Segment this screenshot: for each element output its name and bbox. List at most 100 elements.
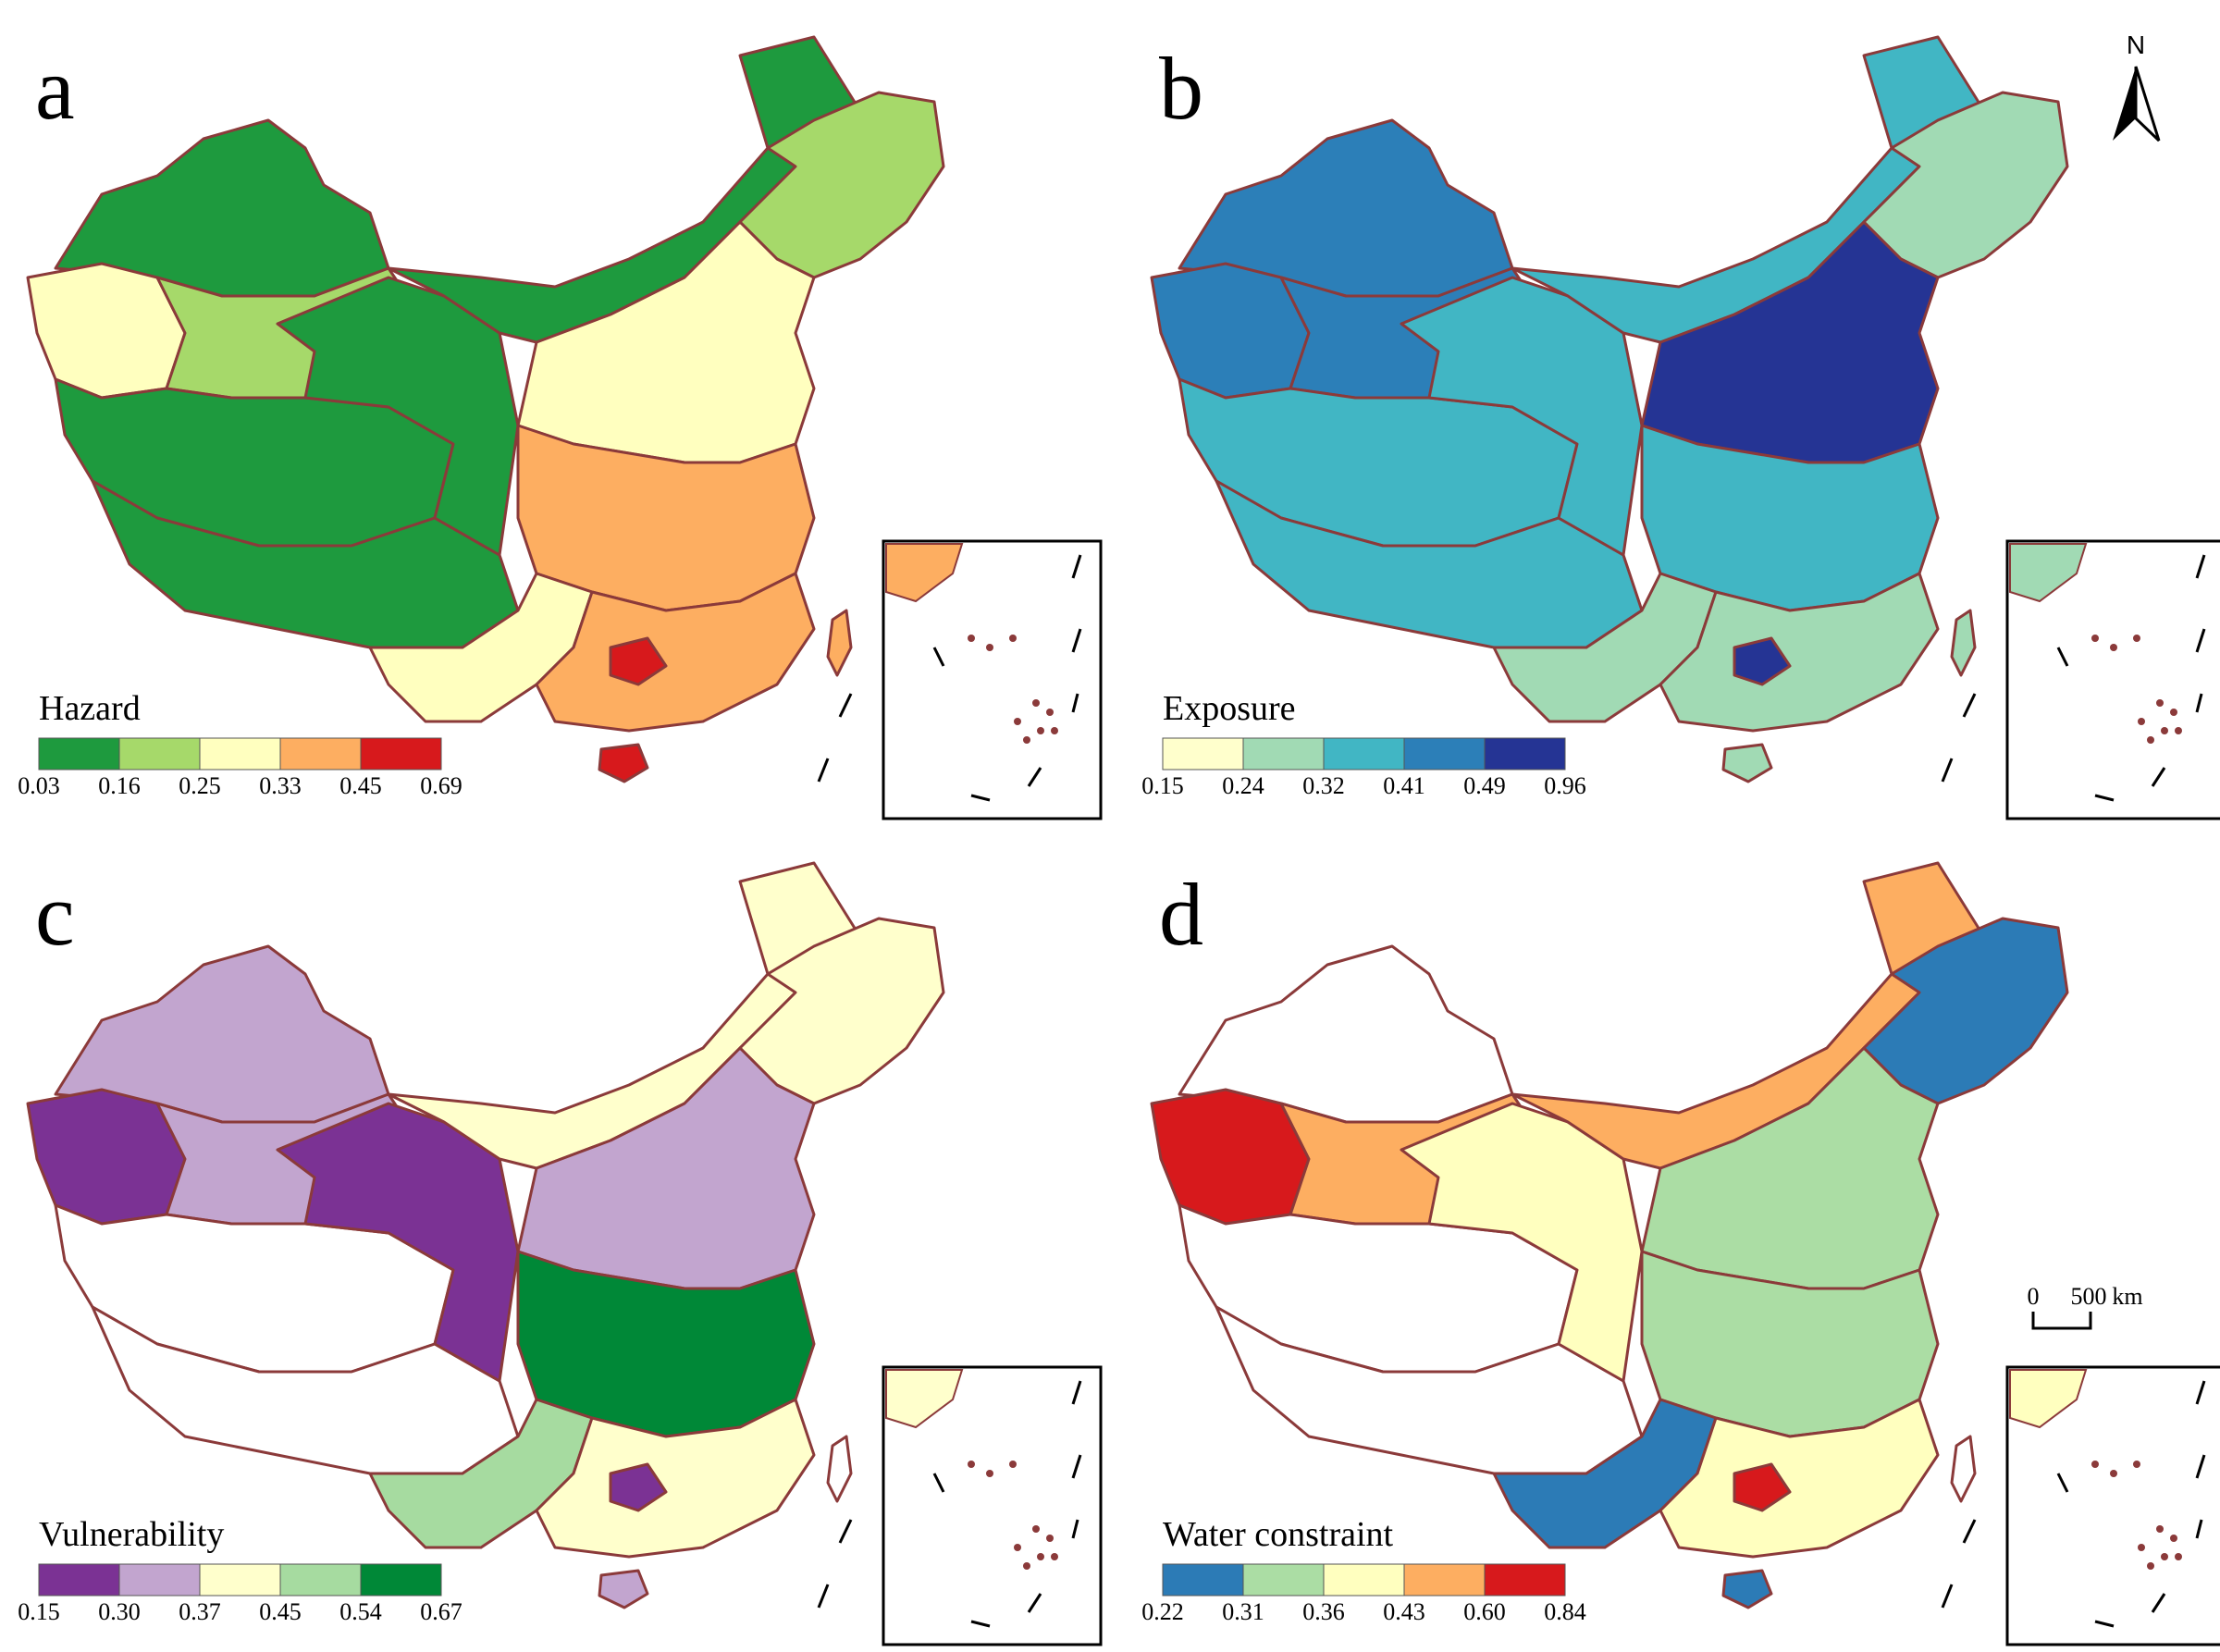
inset-nine-dash xyxy=(1071,693,1079,713)
legend-swatch-a-4 xyxy=(360,737,442,771)
inset-nine-dash xyxy=(2056,1473,2069,1493)
legend-break-d-2: 0.36 xyxy=(1302,1598,1345,1625)
inset-nine-dash xyxy=(1071,1380,1082,1405)
legend-swatch-b-4 xyxy=(1484,737,1566,771)
region-hotspot xyxy=(1733,1462,1792,1512)
inset-island xyxy=(2170,1535,2177,1542)
inset-nine-dash xyxy=(2195,554,2206,579)
inset-nine-dash xyxy=(2094,1620,2115,1628)
legend-break-c-0: 0.15 xyxy=(18,1598,60,1625)
inset-island xyxy=(1014,1544,1021,1551)
panel-letter-b: b xyxy=(1159,39,1203,138)
legend-swatch-c-1 xyxy=(118,1563,201,1597)
legend-break-d-1: 0.31 xyxy=(1222,1598,1264,1625)
south-china-sea-inset-a xyxy=(882,539,1103,820)
legend-swatch-c-3 xyxy=(279,1563,362,1597)
scale-bar-unit-label: km xyxy=(2112,1283,2142,1310)
inset-island xyxy=(2161,727,2168,734)
legend-title-d: Water constraint xyxy=(1163,1515,1394,1554)
inset-nine-dash xyxy=(2195,693,2203,713)
inset-nine-dash xyxy=(1027,1593,1042,1613)
legend-swatch-d-1 xyxy=(1242,1563,1325,1597)
legend-break-c-4: 0.54 xyxy=(339,1598,382,1625)
region-northeast xyxy=(738,917,945,1105)
legend-break-b-1: 0.24 xyxy=(1222,772,1264,799)
legend-break-c-2: 0.37 xyxy=(179,1598,221,1625)
north-arrow-right-half-icon xyxy=(2134,66,2161,142)
legend-swatch-c-2 xyxy=(199,1563,281,1597)
inset-nine-dash xyxy=(1071,628,1082,653)
inset-island xyxy=(2133,1461,2140,1468)
legend-swatch-a-2 xyxy=(199,737,281,771)
inset-island xyxy=(1037,1553,1044,1560)
map-panel-c: c Vulnerability 0.15 0.30 0.37 0.45 0.54 0.67 xyxy=(18,861,1103,1646)
inset-nine-dash xyxy=(2195,1519,2203,1539)
region-hainan xyxy=(598,1569,649,1609)
south-china-sea-inset-b xyxy=(2005,539,2220,820)
legend-break-c-5: 0.67 xyxy=(420,1598,462,1625)
map-panel-a: a Hazard 0.03 0.16 0.25 0.33 0.45 0.69 xyxy=(18,35,1103,820)
legend-break-a-3: 0.33 xyxy=(259,772,302,799)
legend-swatch-c-4 xyxy=(360,1563,442,1597)
legend-c: Vulnerability 0.15 0.30 0.37 0.45 0.54 0.67 xyxy=(18,1515,462,1625)
inset-island xyxy=(2156,1525,2164,1533)
inset-nine-dash xyxy=(2195,628,2206,653)
china-map-b xyxy=(1150,35,2069,783)
inset-island xyxy=(1046,709,1054,716)
legend-d: Water constraint 0.22 0.31 0.36 0.43 0.60 0.84 xyxy=(1141,1515,1586,1625)
inset-island xyxy=(1046,1535,1054,1542)
scale-bar-start-label: 0 xyxy=(2028,1283,2040,1310)
legend-swatch-b-3 xyxy=(1403,737,1486,771)
legend-swatch-d-2 xyxy=(1323,1563,1405,1597)
north-arrow-left-half-icon xyxy=(2113,67,2136,141)
legend-title-c: Vulnerability xyxy=(39,1515,224,1554)
north-arrow-label: N xyxy=(2127,31,2145,59)
inset-island xyxy=(2161,1553,2168,1560)
inset-nine-dash xyxy=(1071,1454,1082,1479)
inset-island xyxy=(968,635,975,642)
legend-swatch-b-1 xyxy=(1242,737,1325,771)
map-panel-d: d Water constraint 0.22 0.31 0.36 0.43 0.60 0.8… xyxy=(1141,861,2220,1646)
inset-nine-dash xyxy=(2195,1380,2206,1405)
legend-break-d-4: 0.60 xyxy=(1463,1598,1506,1625)
legend-break-a-1: 0.16 xyxy=(98,772,141,799)
nine-dash-segment xyxy=(1962,1519,1977,1544)
nine-dash-segment xyxy=(817,758,830,783)
inset-nine-dash xyxy=(1071,554,1082,579)
panel-letter-c: c xyxy=(35,865,75,964)
inset-nine-dash xyxy=(2151,1593,2166,1613)
nine-dash-segment xyxy=(1941,1584,1954,1609)
inset-nine-dash xyxy=(2151,767,2166,787)
legend-b: Exposure 0.15 0.24 0.32 0.41 0.49 0.96 xyxy=(1141,689,1586,799)
inset-island xyxy=(2138,718,2145,725)
legend-break-b-5: 0.96 xyxy=(1544,772,1586,799)
scale-bar-end-label: 500 xyxy=(2071,1283,2107,1310)
region-taiwan xyxy=(1950,609,1977,677)
region-south xyxy=(535,1398,816,1559)
legend-swatch-d-4 xyxy=(1484,1563,1566,1597)
inset-island xyxy=(1009,635,1017,642)
legend-break-a-0: 0.03 xyxy=(18,772,60,799)
inset-nine-dash xyxy=(970,794,991,802)
scale-bar-line xyxy=(2031,1312,2092,1330)
inset-nine-dash xyxy=(932,647,945,667)
legend-break-d-0: 0.22 xyxy=(1141,1598,1184,1625)
inset-nine-dash xyxy=(2094,794,2115,802)
legend-break-b-0: 0.15 xyxy=(1141,772,1184,799)
region-northeast xyxy=(1862,91,2069,279)
region-taiwan xyxy=(826,1435,853,1503)
inset-nine-dash xyxy=(2195,1454,2206,1479)
legend-a: Hazard 0.03 0.16 0.25 0.33 0.45 0.69 xyxy=(18,689,462,799)
inset-nine-dash xyxy=(932,1473,945,1493)
nine-dash-segment xyxy=(1962,693,1977,718)
inset-island xyxy=(1051,727,1058,734)
inset-nine-dash xyxy=(970,1620,991,1628)
inset-coast xyxy=(885,1369,964,1429)
china-map-c xyxy=(26,861,945,1609)
region-south xyxy=(1659,572,1940,733)
inset-island xyxy=(986,644,993,651)
region-hainan xyxy=(1721,743,1773,783)
nine-dash-segment xyxy=(838,1519,853,1544)
inset-island xyxy=(1051,1553,1058,1560)
inset-island xyxy=(968,1461,975,1468)
